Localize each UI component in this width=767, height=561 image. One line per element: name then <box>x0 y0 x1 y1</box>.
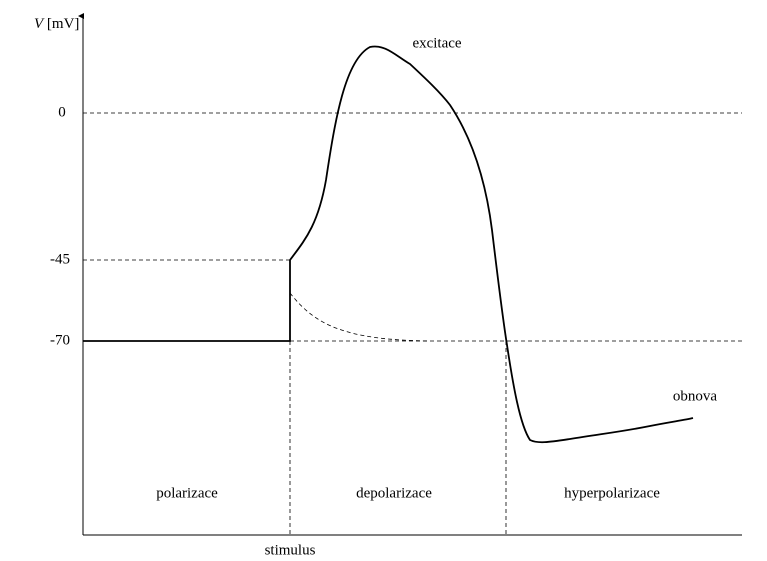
y-tick-label: -70 <box>50 332 70 348</box>
y-tick-label: 0 <box>58 104 66 120</box>
recovery-label: obnova <box>673 388 718 404</box>
y-symbol: V <box>34 16 45 32</box>
stimulus-label: stimulus <box>265 542 316 558</box>
y-unit: [mV] <box>47 16 80 32</box>
phase-label: depolarizace <box>356 485 432 501</box>
peak-label: excitace <box>412 35 461 51</box>
y-tick-label: -45 <box>50 251 70 267</box>
action-potential-curve <box>83 45 694 444</box>
phase-label: polarizace <box>156 485 218 501</box>
phase-label: hyperpolarizace <box>564 485 660 501</box>
y-axis-label: V [mV] <box>34 16 79 32</box>
decay-curve <box>289 292 431 342</box>
